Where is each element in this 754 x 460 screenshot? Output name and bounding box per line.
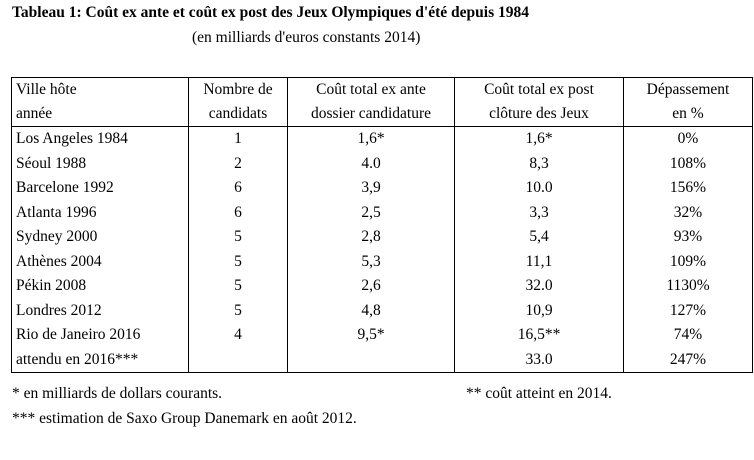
cell-city: Los Angeles 1984	[12, 127, 189, 152]
olympic-cost-table: Ville hôte Nombre de Coût total ex ante …	[11, 77, 753, 373]
cell-ex-ante: 1,6*	[288, 127, 455, 152]
table-row: Los Angeles 1984 1 1,6* 1,6* 0%	[12, 127, 753, 152]
cell-candidates: 2	[189, 152, 288, 177]
cell-candidates: 5	[189, 274, 288, 299]
cell-candidates: 6	[189, 176, 288, 201]
cell-overrun: 109%	[624, 250, 753, 275]
header-ex-ante: Coût total ex ante	[288, 78, 455, 103]
table-row: Rio de Janeiro 2016 4 9,5* 16,5** 74%	[12, 323, 753, 348]
cell-ex-post: 33.0	[455, 348, 624, 373]
footnote-saxo-estimate: *** estimation de Saxo Group Danemark en…	[12, 410, 357, 428]
table-row: attendu en 2016*** 33.0 247%	[12, 348, 753, 373]
cell-ex-post: 8,3	[455, 152, 624, 177]
table-row: Atlanta 1996 6 2,5 3,3 32%	[12, 201, 753, 226]
header-candidates-sub: candidats	[189, 102, 288, 127]
cell-city: Athènes 2004	[12, 250, 189, 275]
cell-ex-post: 32.0	[455, 274, 624, 299]
table-row: Barcelone 1992 6 3,9 10.0 156%	[12, 176, 753, 201]
header-row-2: année candidats dossier candidature clôt…	[12, 102, 753, 127]
cell-candidates: 5	[189, 225, 288, 250]
header-city-sub: année	[12, 102, 189, 127]
cell-overrun: 32%	[624, 201, 753, 226]
cell-overrun: 1130%	[624, 274, 753, 299]
cell-overrun: 93%	[624, 225, 753, 250]
cell-city: Pékin 2008	[12, 274, 189, 299]
footnote-cost-2014: ** coût atteint en 2014.	[466, 385, 612, 403]
cell-overrun: 108%	[624, 152, 753, 177]
cell-city: Sydney 2000	[12, 225, 189, 250]
cell-ex-ante: 2,5	[288, 201, 455, 226]
cell-ex-ante: 2,8	[288, 225, 455, 250]
cell-ex-ante: 4.0	[288, 152, 455, 177]
header-ex-post-sub: clôture des Jeux	[455, 102, 624, 127]
cell-ex-post: 11,1	[455, 250, 624, 275]
cell-overrun: 156%	[624, 176, 753, 201]
cell-ex-ante	[288, 348, 455, 373]
footnote-dollars: * en milliards de dollars courants.	[12, 385, 222, 403]
table-row: Londres 2012 5 4,8 10,9 127%	[12, 299, 753, 324]
cell-overrun: 127%	[624, 299, 753, 324]
cell-candidates: 5	[189, 250, 288, 275]
table-row: Séoul 1988 2 4.0 8,3 108%	[12, 152, 753, 177]
cell-candidates: 1	[189, 127, 288, 152]
header-city: Ville hôte	[12, 78, 189, 103]
table-title: Tableau 1: Coût ex ante et coût ex post …	[12, 4, 529, 22]
table-subtitle: (en milliards d'euros constants 2014)	[192, 29, 420, 47]
header-overrun-sub: en %	[624, 102, 753, 127]
cell-ex-post: 10.0	[455, 176, 624, 201]
cell-candidates: 6	[189, 201, 288, 226]
cell-ex-post: 3,3	[455, 201, 624, 226]
table-row: Athènes 2004 5 5,3 11,1 109%	[12, 250, 753, 275]
cell-city: attendu en 2016***	[12, 348, 189, 373]
cell-ex-post: 16,5**	[455, 323, 624, 348]
cell-ex-ante: 9,5*	[288, 323, 455, 348]
cell-ex-post: 5,4	[455, 225, 624, 250]
cell-ex-ante: 5,3	[288, 250, 455, 275]
cell-ex-ante: 3,9	[288, 176, 455, 201]
cell-ex-ante: 2,6	[288, 274, 455, 299]
cell-city: Atlanta 1996	[12, 201, 189, 226]
cell-candidates: 4	[189, 323, 288, 348]
header-ex-post: Coût total ex post	[455, 78, 624, 103]
cell-city: Londres 2012	[12, 299, 189, 324]
cell-ex-post: 1,6*	[455, 127, 624, 152]
header-overrun: Dépassement	[624, 78, 753, 103]
cell-city: Séoul 1988	[12, 152, 189, 177]
cell-candidates: 5	[189, 299, 288, 324]
table-row: Pékin 2008 5 2,6 32.0 1130%	[12, 274, 753, 299]
cell-overrun: 0%	[624, 127, 753, 152]
cell-overrun: 74%	[624, 323, 753, 348]
cell-city: Rio de Janeiro 2016	[12, 323, 189, 348]
header-ex-ante-sub: dossier candidature	[288, 102, 455, 127]
cell-ex-ante: 4,8	[288, 299, 455, 324]
cell-ex-post: 10,9	[455, 299, 624, 324]
cell-city: Barcelone 1992	[12, 176, 189, 201]
cell-overrun: 247%	[624, 348, 753, 373]
header-row-1: Ville hôte Nombre de Coût total ex ante …	[12, 78, 753, 103]
header-candidates: Nombre de	[189, 78, 288, 103]
cell-candidates	[189, 348, 288, 373]
table-row: Sydney 2000 5 2,8 5,4 93%	[12, 225, 753, 250]
